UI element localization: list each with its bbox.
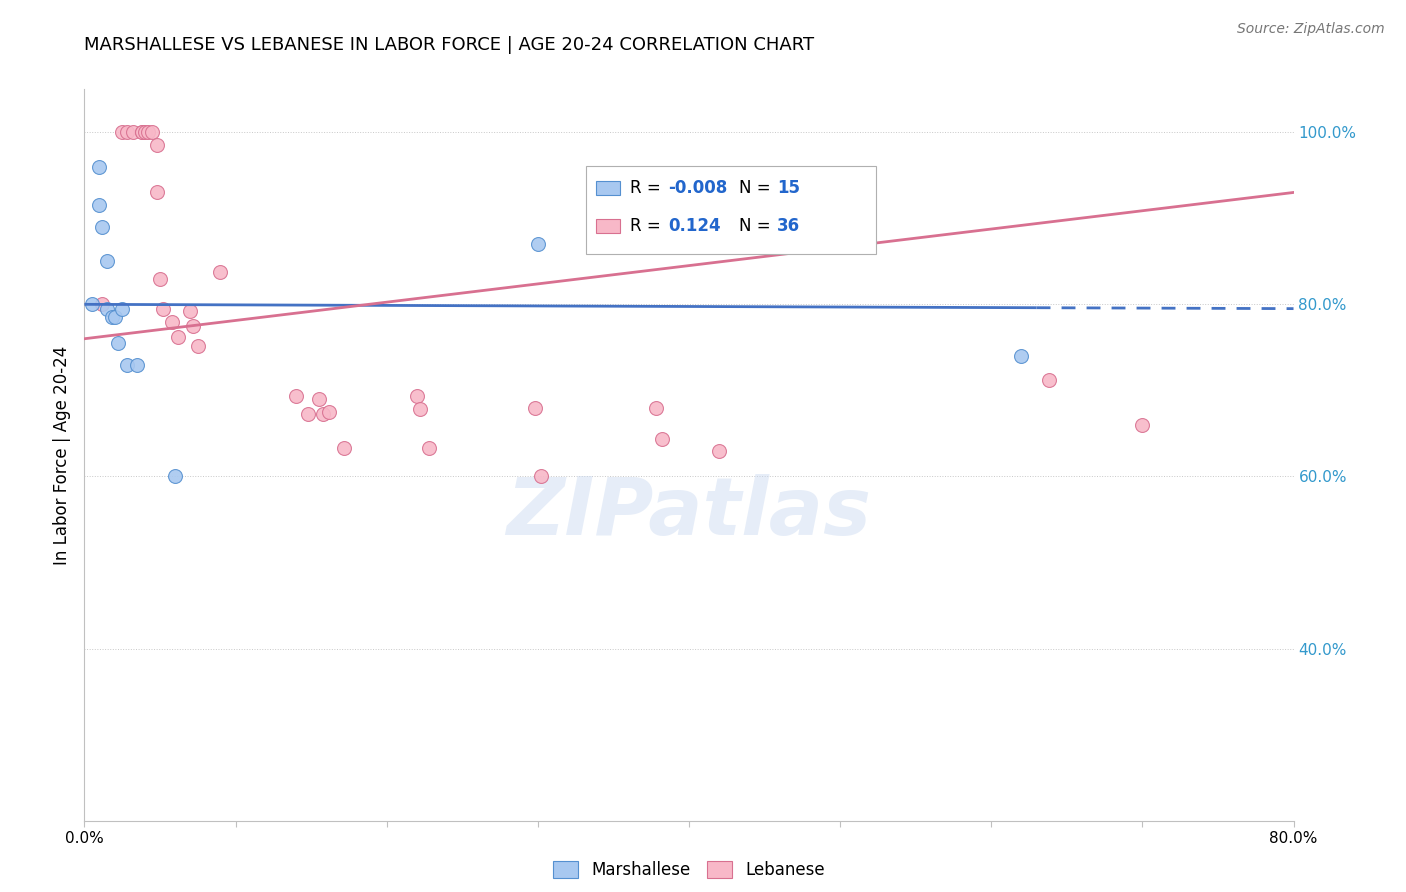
Point — [409, 402, 432, 417]
Text: 15: 15 — [778, 179, 800, 197]
Point — [96, 301, 118, 316]
Point — [96, 254, 118, 268]
Point — [1130, 417, 1153, 432]
Point — [318, 405, 340, 419]
Point — [285, 389, 308, 403]
Point — [91, 219, 114, 234]
FancyBboxPatch shape — [596, 219, 620, 234]
Point — [1011, 349, 1033, 363]
Point — [297, 408, 319, 422]
FancyBboxPatch shape — [586, 166, 876, 253]
Point — [167, 330, 190, 344]
Text: N =: N = — [738, 217, 775, 235]
Point — [134, 125, 156, 139]
Point — [131, 125, 153, 139]
Point — [179, 304, 201, 318]
Point — [523, 401, 546, 415]
Point — [1038, 373, 1060, 387]
Text: R =: R = — [630, 217, 665, 235]
Point — [651, 433, 673, 447]
Point — [107, 336, 129, 351]
Point — [111, 301, 134, 316]
FancyBboxPatch shape — [596, 180, 620, 195]
Point — [80, 297, 103, 311]
Point — [146, 138, 169, 153]
Point — [89, 198, 111, 212]
Point — [127, 358, 149, 372]
Point — [209, 265, 232, 279]
Point — [146, 186, 169, 200]
Text: Source: ZipAtlas.com: Source: ZipAtlas.com — [1237, 22, 1385, 37]
Point — [136, 125, 159, 139]
Point — [115, 125, 138, 139]
Legend: Marshallese, Lebanese: Marshallese, Lebanese — [546, 854, 832, 886]
Point — [141, 125, 163, 139]
Point — [100, 310, 122, 325]
Text: N =: N = — [738, 179, 775, 197]
Point — [527, 237, 550, 252]
Point — [131, 125, 153, 139]
Point — [418, 441, 440, 455]
Text: 36: 36 — [778, 217, 800, 235]
Point — [181, 318, 204, 333]
Point — [187, 338, 209, 352]
Point — [165, 469, 187, 483]
Point — [530, 469, 553, 483]
Text: 0.124: 0.124 — [668, 217, 721, 235]
Point — [709, 443, 731, 458]
Point — [406, 389, 429, 403]
Point — [121, 125, 143, 139]
Point — [644, 401, 666, 415]
Text: ZIPatlas: ZIPatlas — [506, 475, 872, 552]
Point — [91, 297, 114, 311]
Point — [89, 160, 111, 174]
Point — [308, 392, 330, 406]
Point — [152, 301, 174, 316]
Y-axis label: In Labor Force | Age 20-24: In Labor Force | Age 20-24 — [53, 345, 72, 565]
Point — [149, 271, 172, 285]
Point — [115, 358, 138, 372]
Text: -0.008: -0.008 — [668, 179, 728, 197]
Point — [111, 125, 134, 139]
Point — [160, 314, 183, 328]
Text: MARSHALLESE VS LEBANESE IN LABOR FORCE | AGE 20-24 CORRELATION CHART: MARSHALLESE VS LEBANESE IN LABOR FORCE |… — [84, 36, 814, 54]
Point — [312, 408, 335, 422]
Point — [333, 441, 356, 455]
Point — [104, 310, 127, 325]
Text: R =: R = — [630, 179, 665, 197]
